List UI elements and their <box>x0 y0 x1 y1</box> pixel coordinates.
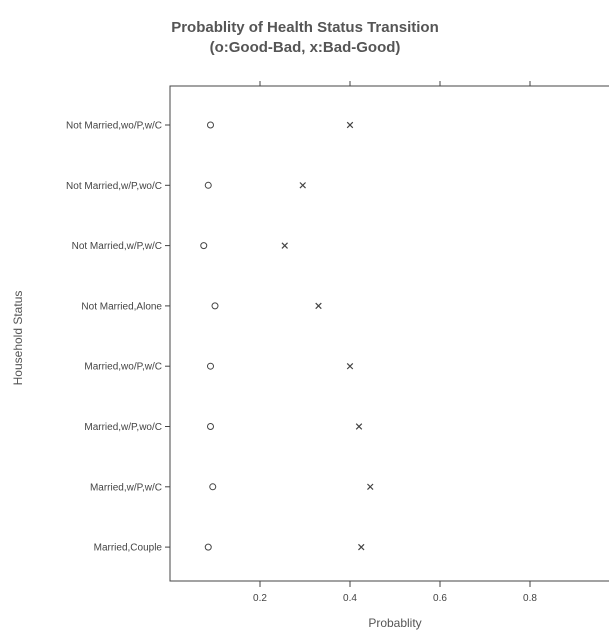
category-label: Married,wo/P,w/C <box>84 362 162 373</box>
category-label: Married,w/P,wo/C <box>84 422 162 433</box>
x-tick-label: 0.8 <box>523 593 537 604</box>
point-bad-good <box>346 362 354 370</box>
point-bad-good <box>346 121 354 129</box>
point-bad-good <box>281 242 288 249</box>
category-label: Not Married,Alone <box>81 301 162 312</box>
x-axis: 0.2 0.4 0.6 0.8 <box>253 581 537 604</box>
category-label: Not Married,w/P,w/C <box>72 241 162 252</box>
y-axis-title: Household Status <box>11 291 25 386</box>
point-good-bad <box>204 543 212 551</box>
point-good-bad <box>207 423 214 430</box>
series-good-bad <box>200 121 219 551</box>
point-bad-good <box>355 423 363 430</box>
point-bad-good <box>315 302 322 310</box>
category-label: Married,w/P,w/C <box>90 482 162 493</box>
point-good-bad <box>207 121 214 129</box>
point-good-bad <box>200 242 208 250</box>
x-tick-label: 0.4 <box>343 593 357 604</box>
category-label: Not Married,w/P,wo/C <box>66 181 162 192</box>
point-good-bad <box>204 181 212 189</box>
point-bad-good <box>299 182 306 189</box>
x-tick-label: 0.2 <box>253 593 267 604</box>
x-tick-label: 0.6 <box>433 593 447 604</box>
series-bad-good <box>281 121 374 551</box>
point-bad-good <box>367 483 374 491</box>
category-label: Not Married,wo/P,w/C <box>66 121 162 132</box>
point-good-bad <box>211 302 219 310</box>
y-axis: Not Married,wo/P,w/C Not Married,w/P,wo/C… <box>66 121 170 554</box>
x-axis-title: Probablity <box>368 616 421 630</box>
top-tick-marks <box>259 81 531 86</box>
point-bad-good <box>358 543 365 551</box>
category-label: Married,Couple <box>94 543 163 554</box>
point-good-bad <box>209 483 217 491</box>
point-good-bad <box>207 362 214 370</box>
plot-frame <box>169 85 609 582</box>
chart-subtitle: (o:Good-Bad, x:Bad-Good) <box>210 39 401 56</box>
chart-title: Probablity of Health Status Transition <box>171 19 439 36</box>
